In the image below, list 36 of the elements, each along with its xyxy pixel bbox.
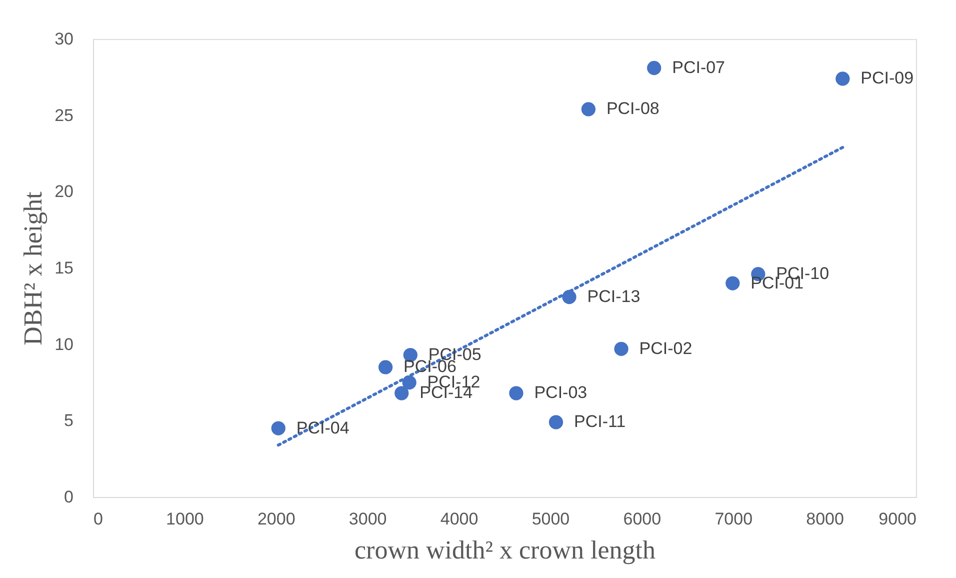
point — [581, 102, 596, 116]
point — [509, 386, 524, 400]
x-tick-label: 7000 — [714, 510, 753, 528]
point — [647, 60, 662, 76]
y-tick-label: 25 — [54, 106, 74, 125]
y-tick-label: 15 — [54, 258, 74, 278]
x-tick-label: 4000 — [440, 510, 478, 528]
y-axis-title: DBH² x height — [18, 190, 48, 346]
y-tick-label: 0 — [64, 488, 74, 506]
x-tick-label: 5000 — [532, 510, 570, 528]
y-tick-label: 5 — [64, 411, 74, 430]
annotation: PCI-11 — [574, 412, 626, 432]
x-tick-label: 9000 — [878, 510, 916, 528]
annotation: PCI-02 — [639, 338, 692, 358]
y-tick-label: 10 — [54, 334, 74, 354]
annotation: PCI-09 — [860, 68, 914, 88]
point — [726, 276, 740, 290]
point — [836, 72, 850, 86]
x-tick-label: 2000 — [257, 510, 296, 528]
point — [378, 360, 393, 374]
x-tick-label: 0 — [94, 510, 103, 528]
point — [614, 342, 628, 356]
x-tick-label: 3000 — [348, 510, 387, 528]
x-tick-label: 6000 — [623, 510, 662, 528]
annotation: PCI-03 — [534, 383, 588, 402]
annotation: PCI-07 — [672, 58, 726, 78]
point — [548, 415, 564, 430]
annotation: PCI-13 — [587, 287, 640, 306]
point — [394, 386, 409, 400]
x-tick-label: 8000 — [806, 510, 844, 528]
point — [271, 421, 286, 436]
annotation: PCI-08 — [606, 99, 660, 118]
y-tick-label: 20 — [54, 182, 74, 202]
y-tick-label: 30 — [54, 30, 74, 48]
x-tick-label: 1000 — [166, 510, 204, 528]
x-axis-title: crown width² x crown length — [354, 536, 656, 564]
